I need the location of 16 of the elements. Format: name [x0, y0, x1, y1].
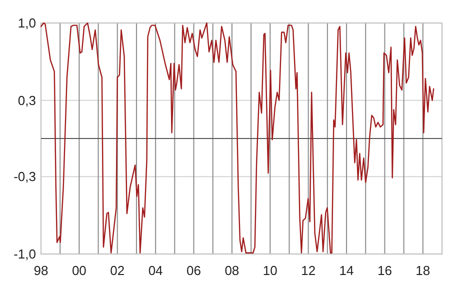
y-tick-label: -1,0	[14, 246, 36, 262]
x-tick-label: 04	[148, 263, 163, 278]
x-tick-label: 12	[301, 263, 316, 278]
x-tick-label: 08	[224, 263, 240, 278]
x-tick-label: 14	[339, 263, 354, 278]
x-tick-label: 10	[262, 263, 278, 278]
line-series	[40, 22, 434, 254]
x-tick-label: 02	[110, 263, 125, 278]
x-tick-label: 16	[377, 263, 392, 278]
y-tick-label: 1,0	[18, 16, 36, 31]
x-tick-label: 18	[416, 263, 430, 278]
y-tick-label: 0,3	[18, 92, 36, 108]
x-tick-label: 98	[34, 263, 48, 278]
x-tick-label: 06	[186, 263, 201, 278]
y-tick-label: -0,3	[14, 169, 36, 184]
x-tick-label: 00	[72, 263, 86, 278]
